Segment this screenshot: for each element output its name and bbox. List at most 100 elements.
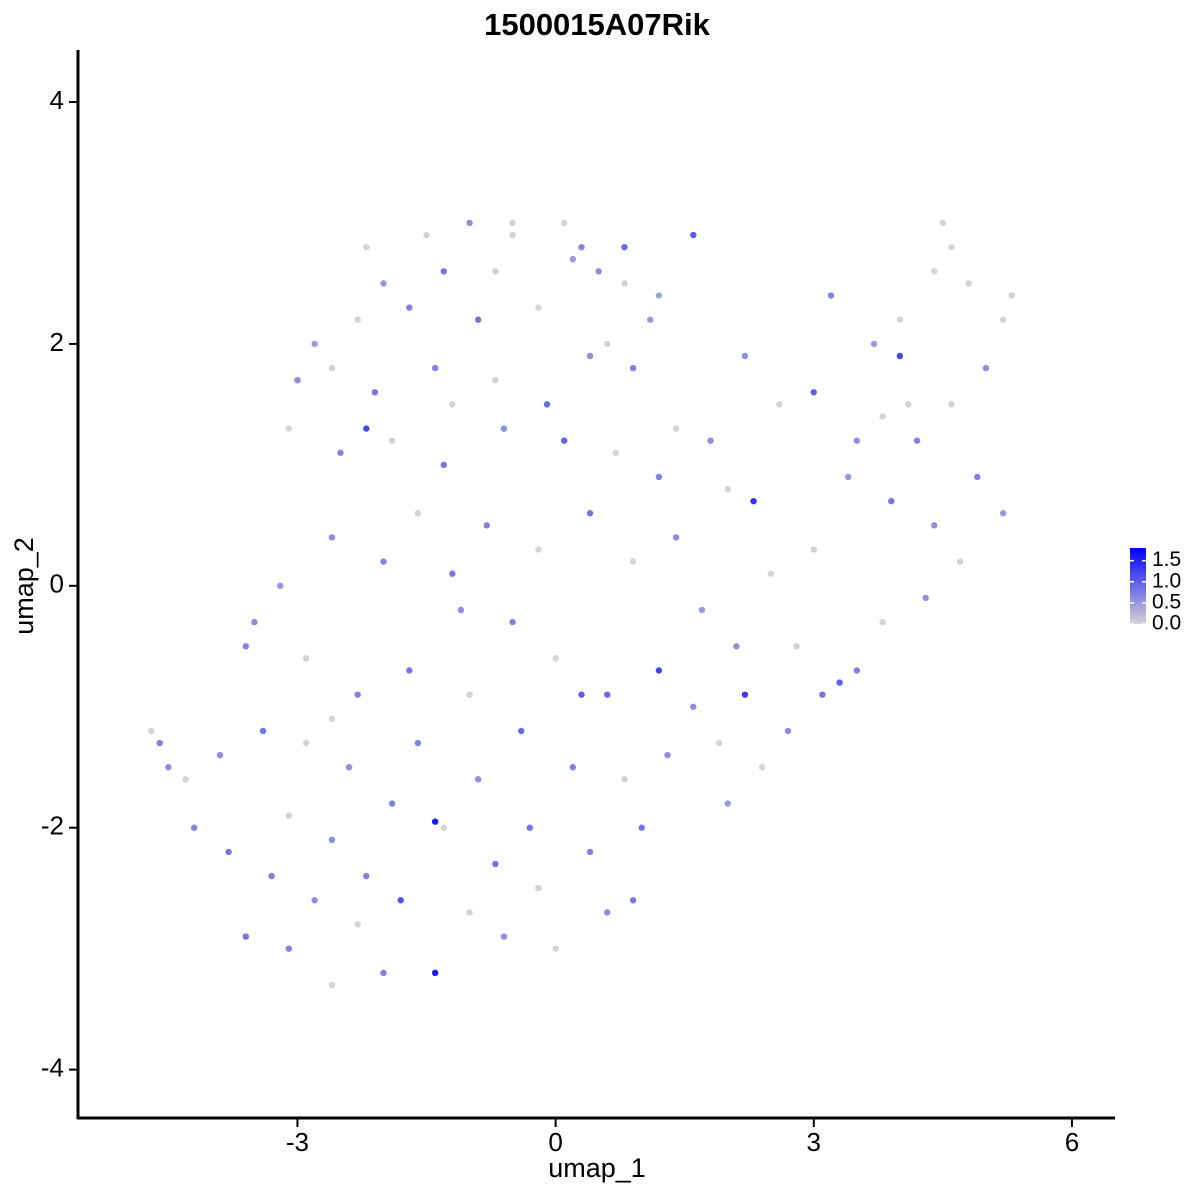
point <box>466 909 473 916</box>
point <box>474 316 482 323</box>
point <box>216 751 224 759</box>
point <box>294 376 301 384</box>
y-tick-label: 0 <box>50 569 64 599</box>
point <box>1008 292 1015 299</box>
colorbar-tick-label: 1.5 <box>1152 548 1181 571</box>
point <box>879 413 886 420</box>
point <box>922 594 929 602</box>
point <box>741 691 749 698</box>
point <box>629 897 637 904</box>
point <box>474 776 482 783</box>
point <box>604 691 611 698</box>
x-tick-label: 3 <box>807 1127 821 1157</box>
point <box>363 243 370 251</box>
y-tick-label: 2 <box>50 327 64 357</box>
point <box>870 340 878 348</box>
point <box>345 764 353 771</box>
point <box>509 219 516 227</box>
point <box>621 243 628 251</box>
chart-title: 1500015A07Rik <box>484 7 711 42</box>
point <box>750 497 757 505</box>
point <box>819 691 826 698</box>
point <box>939 219 947 227</box>
point <box>724 485 731 493</box>
point <box>165 764 172 771</box>
point <box>733 643 740 650</box>
point <box>535 304 542 311</box>
point <box>836 679 843 686</box>
point <box>354 691 361 698</box>
point <box>888 497 895 505</box>
point <box>672 425 680 432</box>
point <box>380 280 387 287</box>
point <box>629 364 637 372</box>
point <box>707 437 714 444</box>
point <box>328 364 336 372</box>
point <box>328 715 336 723</box>
x-axis-label: umap_1 <box>548 1153 646 1183</box>
point <box>406 304 413 311</box>
point <box>509 231 516 239</box>
point <box>569 764 577 771</box>
point <box>363 872 370 880</box>
point <box>561 437 568 444</box>
point <box>535 884 542 892</box>
point <box>810 389 817 396</box>
point <box>449 570 456 577</box>
point <box>672 534 680 541</box>
point <box>827 292 835 299</box>
point <box>879 618 886 626</box>
point <box>380 558 387 565</box>
y-axis-label: umap_2 <box>9 537 39 635</box>
point <box>414 510 422 517</box>
point <box>578 691 585 698</box>
point <box>586 352 594 360</box>
point <box>810 546 817 553</box>
point <box>845 473 852 481</box>
point <box>423 231 430 239</box>
point <box>561 219 568 227</box>
point <box>552 945 559 952</box>
point <box>492 376 499 384</box>
point <box>741 352 749 360</box>
point <box>457 606 465 614</box>
point <box>690 703 697 710</box>
point <box>543 401 551 408</box>
point <box>182 776 189 783</box>
point <box>242 933 250 940</box>
point <box>948 243 955 251</box>
point <box>440 461 447 469</box>
point <box>535 546 542 553</box>
point <box>440 824 447 831</box>
point <box>552 655 559 662</box>
point <box>440 268 447 275</box>
points <box>147 219 1015 989</box>
point <box>354 316 361 323</box>
point <box>354 921 361 928</box>
point <box>595 268 602 275</box>
x-tick-label: -3 <box>286 1127 309 1157</box>
point <box>449 401 456 408</box>
point <box>509 618 516 626</box>
point <box>758 764 766 771</box>
point <box>147 727 155 735</box>
point <box>965 280 972 287</box>
point <box>956 558 964 565</box>
point <box>638 824 645 831</box>
colorbar-tick-label: 0.0 <box>1152 612 1181 635</box>
point <box>767 570 774 577</box>
point <box>311 340 318 348</box>
point <box>776 401 783 408</box>
point <box>500 933 508 940</box>
point <box>466 691 473 698</box>
point <box>698 606 706 614</box>
point <box>999 510 1007 517</box>
point <box>328 836 336 844</box>
point <box>896 316 904 323</box>
point <box>277 582 284 590</box>
point <box>242 643 250 650</box>
point <box>397 897 404 904</box>
point <box>328 981 336 989</box>
